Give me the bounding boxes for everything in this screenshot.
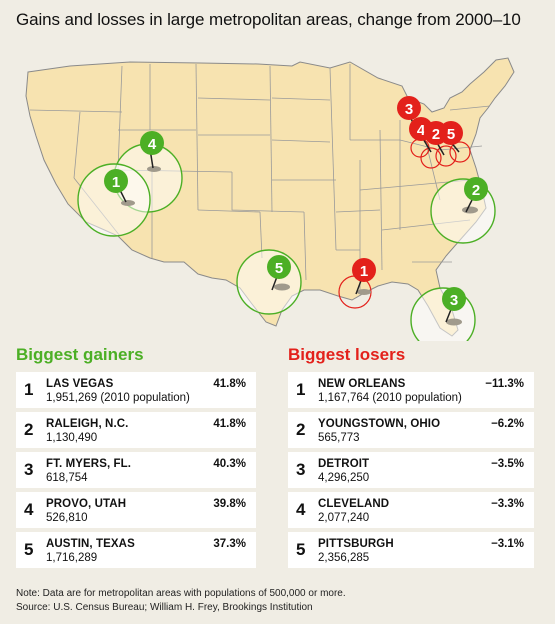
gain-pin-1[interactable]: 1 bbox=[104, 169, 135, 206]
percent-change: −3.3% bbox=[491, 498, 524, 510]
loss-pin-5[interactable]: 5 bbox=[439, 121, 463, 153]
metro-population: 1,951,269 (2010 population) bbox=[46, 392, 190, 404]
metro-population: 618,754 bbox=[46, 472, 88, 484]
note-text: Note: Data are for metropolitan areas wi… bbox=[16, 588, 346, 599]
gainer-row: 5 AUSTIN, TEXAS 1,716,289 37.3% bbox=[16, 532, 256, 568]
gain-pin-3-label: 3 bbox=[450, 292, 458, 309]
metro-name: FT. MYERS, FL. bbox=[46, 458, 132, 470]
percent-change: −6.2% bbox=[491, 418, 524, 430]
gainer-row: 4 PROVO, UTAH 526,810 39.8% bbox=[16, 492, 256, 528]
metro-name: LAS VEGAS bbox=[46, 378, 114, 390]
percent-change: −3.1% bbox=[491, 538, 524, 550]
gainer-row: 2 RALEIGH, N.C. 1,130,490 41.8% bbox=[16, 412, 256, 448]
gainers-heading: Biggest gainers bbox=[16, 345, 144, 364]
losers-list: 1 NEW ORLEANS 1,167,764 (2010 population… bbox=[288, 372, 534, 572]
loss-pin-3-label: 3 bbox=[405, 101, 413, 118]
gainer-row: 1 LAS VEGAS 1,951,269 (2010 population) … bbox=[16, 372, 256, 408]
rank: 4 bbox=[24, 500, 34, 519]
loser-row: 2 YOUNGSTOWN, OHIO 565,773 −6.2% bbox=[288, 412, 534, 448]
loss-pin-4-label: 4 bbox=[417, 122, 426, 139]
gain-pin-4-label: 4 bbox=[148, 136, 157, 153]
loss-pin-2-label: 2 bbox=[432, 126, 440, 143]
gainer-row: 3 FT. MYERS, FL. 618,754 40.3% bbox=[16, 452, 256, 488]
loser-row: 3 DETROIT 4,296,250 −3.5% bbox=[288, 452, 534, 488]
us-map: 1 4 2 3 5 1 3 4 bbox=[25, 57, 515, 341]
loser-row: 4 CLEVELAND 2,077,240 −3.3% bbox=[288, 492, 534, 528]
metro-name: NEW ORLEANS bbox=[318, 378, 406, 390]
metro-population: 1,167,764 (2010 population) bbox=[318, 392, 462, 404]
gain-pin-5[interactable]: 5 bbox=[267, 255, 291, 291]
rank: 2 bbox=[24, 420, 34, 439]
metro-population: 565,773 bbox=[318, 432, 360, 444]
percent-change: 41.8% bbox=[213, 378, 246, 390]
metro-population: 1,716,289 bbox=[46, 552, 98, 564]
rank: 5 bbox=[296, 540, 306, 559]
metro-name: YOUNGSTOWN, OHIO bbox=[318, 418, 441, 430]
metro-name: CLEVELAND bbox=[318, 498, 390, 510]
rank: 1 bbox=[24, 380, 34, 399]
metro-population: 526,810 bbox=[46, 512, 88, 524]
loser-row: 1 NEW ORLEANS 1,167,764 (2010 population… bbox=[288, 372, 534, 408]
metro-population: 2,077,240 bbox=[318, 512, 370, 524]
percent-change: 40.3% bbox=[213, 458, 246, 470]
rank: 3 bbox=[296, 460, 306, 479]
percent-change: 39.8% bbox=[213, 498, 246, 510]
gainers-list: 1 LAS VEGAS 1,951,269 (2010 population) … bbox=[16, 372, 256, 572]
loser-row: 5 PITTSBURGH 2,356,285 −3.1% bbox=[288, 532, 534, 568]
loss-pin-1-label: 1 bbox=[360, 263, 368, 280]
metro-name: PROVO, UTAH bbox=[46, 498, 127, 510]
metro-name: DETROIT bbox=[318, 458, 370, 470]
loss-pin-1[interactable]: 1 bbox=[352, 258, 376, 295]
metro-name: PITTSBURGH bbox=[318, 538, 394, 550]
rank: 3 bbox=[24, 460, 34, 479]
percent-change: 41.8% bbox=[213, 418, 246, 430]
gain-pin-3[interactable]: 3 bbox=[442, 287, 466, 326]
metro-population: 2,356,285 bbox=[318, 552, 370, 564]
page-title: Gains and losses in large metropolitan a… bbox=[16, 10, 521, 29]
rank: 1 bbox=[296, 380, 306, 399]
rank: 4 bbox=[296, 500, 306, 519]
gain-pin-1-label: 1 bbox=[112, 174, 120, 191]
gain-pin-2[interactable]: 2 bbox=[462, 177, 488, 214]
rank: 5 bbox=[24, 540, 34, 559]
percent-change: −3.5% bbox=[491, 458, 524, 470]
loss-pin-5-label: 5 bbox=[447, 126, 455, 143]
metro-name: RALEIGH, N.C. bbox=[46, 418, 129, 430]
percent-change: 37.3% bbox=[213, 538, 246, 550]
metro-population: 1,130,490 bbox=[46, 432, 98, 444]
metro-population: 4,296,250 bbox=[318, 472, 370, 484]
source-text: Source: U.S. Census Bureau; William H. F… bbox=[16, 602, 313, 613]
rank: 2 bbox=[296, 420, 306, 439]
gain-pin-5-label: 5 bbox=[275, 260, 283, 277]
losers-heading: Biggest losers bbox=[288, 345, 406, 364]
gain-pin-2-label: 2 bbox=[472, 182, 480, 199]
footnote: Note: Data are for metropolitan areas wi… bbox=[16, 587, 346, 615]
gain-pin-4[interactable]: 4 bbox=[140, 131, 164, 172]
percent-change: −11.3% bbox=[485, 378, 524, 390]
metro-name: AUSTIN, TEXAS bbox=[46, 538, 135, 550]
